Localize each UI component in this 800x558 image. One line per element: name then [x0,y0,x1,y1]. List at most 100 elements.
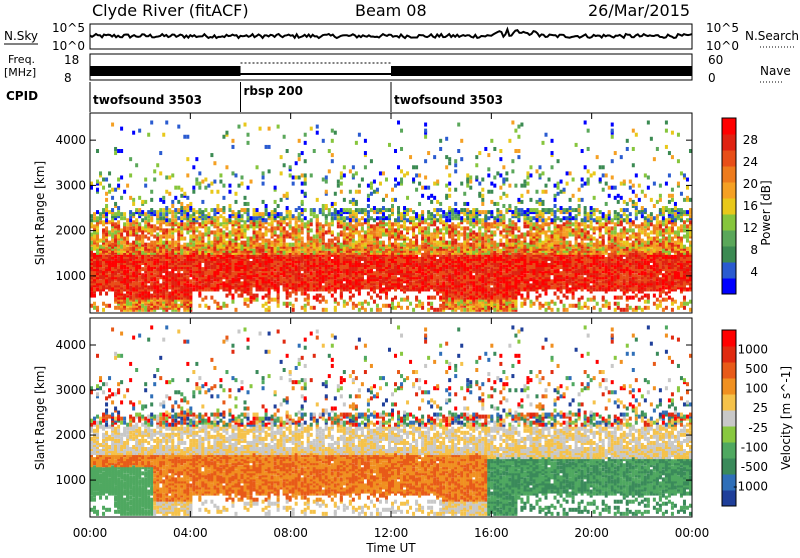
power-cell [201,200,204,204]
power-cell [231,220,234,224]
power-cell [478,192,481,196]
power-cell [460,243,463,247]
power-cell [304,298,307,302]
power-cell [361,216,364,220]
nave-tick-top: 60 [708,53,723,67]
power-cell [460,308,463,312]
power-cell [114,281,117,285]
power-cell [114,212,117,216]
power-cell [304,182,307,186]
power-cell [337,184,340,188]
power-cell [310,306,313,310]
power-cell [484,214,487,218]
power-cell [111,188,114,192]
power-cell [228,241,231,245]
power-cell [493,147,496,151]
power-cell [132,131,135,135]
power-cell [117,273,120,277]
power-cell [102,235,105,239]
power-cell [361,208,364,212]
power-cell [292,175,295,179]
power-cell [144,235,147,239]
power-cell [274,243,277,247]
power-cell [388,214,391,218]
power-cell [268,222,271,226]
power-cell [340,216,343,220]
power-cell [409,239,412,243]
power-cell [213,281,216,285]
power-cell [150,241,153,245]
power-cell [409,302,412,306]
power-cell [472,287,475,291]
power-cell [358,190,361,194]
power-cell [433,308,436,312]
power-cell [141,281,144,285]
power-cell [189,206,192,210]
power-cell [334,192,337,196]
power-cell [189,279,192,283]
power-cell [307,273,310,277]
power-cell [156,277,159,281]
power-cell [186,275,189,279]
power-cell [280,243,283,247]
power-cell [355,208,358,212]
power-cell [373,224,376,228]
power-cell [295,216,298,220]
power-cell [370,224,373,228]
power-cell [135,224,138,228]
power-cell [256,208,259,212]
power-cell [171,210,174,214]
power-cell [394,222,397,226]
power-cell [265,294,268,298]
power-cell [141,200,144,204]
power-cell [117,224,120,228]
power-cell [222,216,225,220]
power-cell [325,243,328,247]
power-cell [274,239,277,243]
power-cell [274,261,277,265]
power-cell [451,281,454,285]
power-cell [144,273,147,277]
power-cell [445,290,448,294]
power-cell [322,228,325,232]
power-cell [277,220,280,224]
power-cell [448,218,451,222]
power-cell [430,296,433,300]
power-cell [237,235,240,239]
power-cell [343,165,346,169]
power-cell [295,292,298,296]
power-cell [186,157,189,161]
power-cell [141,304,144,308]
power-cell [400,230,403,234]
power-cell [210,216,213,220]
power-cell [478,182,481,186]
power-cell [222,281,225,285]
power-cell [385,245,388,249]
power-cell [210,153,213,157]
power-cell [448,265,451,269]
power-cell [253,294,256,298]
power-cell [442,237,445,241]
power-cell [219,271,222,275]
power-cell [301,230,304,234]
power-cell [481,283,484,287]
power-cell [274,257,277,261]
power-cell [301,151,304,155]
power-cell [328,212,331,216]
power-data [90,121,692,312]
power-cell [177,304,180,308]
power-cell [460,226,463,230]
power-cell [129,157,132,161]
power-cell [376,237,379,241]
power-cell [222,239,225,243]
power-cell [138,294,141,298]
power-cell [102,208,105,212]
power-cell [274,279,277,283]
power-cell [370,216,373,220]
power-cell [244,235,247,239]
power-cell [427,214,430,218]
power-cell [469,186,472,190]
power-cell [159,212,162,216]
power-cell [427,247,430,251]
